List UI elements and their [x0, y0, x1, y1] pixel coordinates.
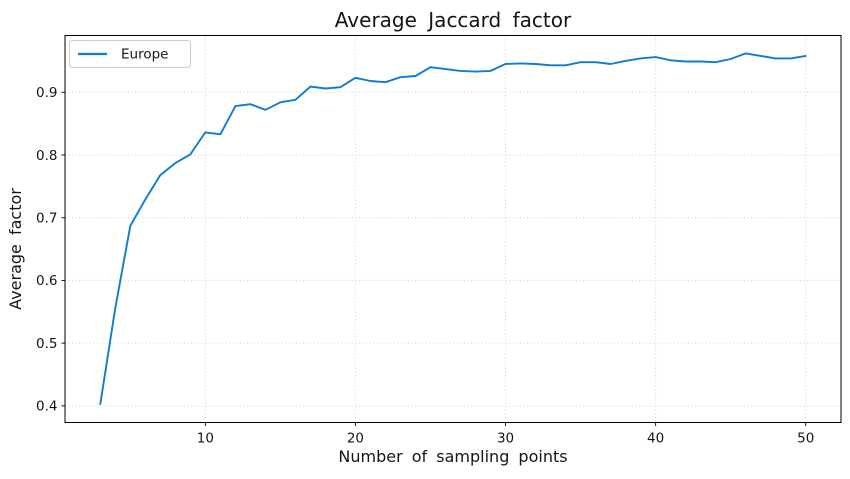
plot-area: 10 20 30 40 50 0.4 0.5 0.6 0.7 0.8 0.9 [36, 35, 842, 447]
x-tick-label: 20 [347, 431, 364, 447]
x-axis-label: Number of sampling points [338, 447, 567, 466]
legend-label-europe: Europe [121, 47, 168, 63]
axes-spine [64, 35, 842, 423]
y-tick-label: 0.9 [36, 85, 57, 101]
x-tick-label: 30 [497, 431, 514, 447]
y-tick-label: 0.4 [36, 399, 57, 415]
y-tick-label: 0.8 [36, 148, 57, 164]
legend: Europe [69, 40, 191, 68]
chart-title: Average Jaccard factor [335, 8, 572, 32]
y-tick-label: 0.7 [36, 211, 57, 227]
x-tick-label: 50 [797, 431, 814, 447]
y-tick-label: 0.6 [36, 273, 57, 289]
y-tick-label: 0.5 [36, 336, 57, 352]
y-axis-label: Average factor [6, 188, 25, 310]
series-line-europe [99, 52, 807, 405]
legend-box [69, 40, 191, 68]
x-tick-label: 40 [647, 431, 664, 447]
x-tick-label: 10 [197, 431, 214, 447]
